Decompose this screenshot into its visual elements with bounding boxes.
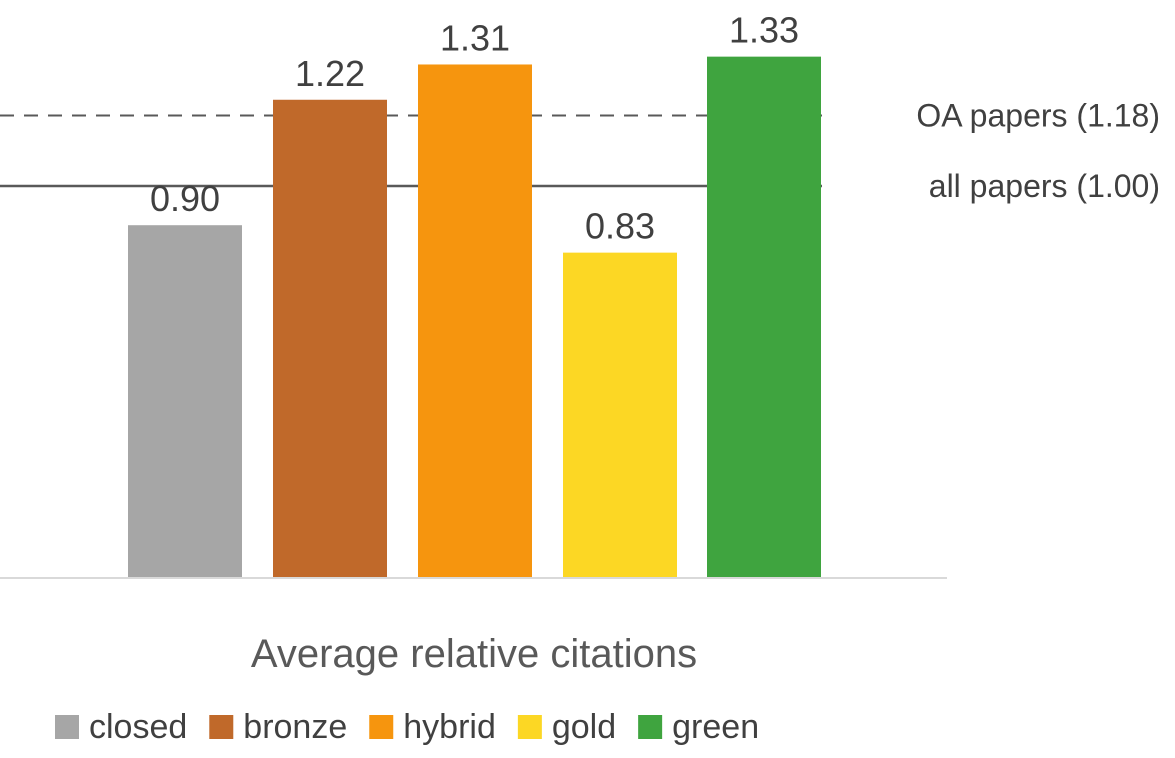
reference-label-all-papers: all papers (1.00) (929, 168, 1160, 204)
legend-swatch-hybrid (369, 715, 394, 739)
legend-label-green: green (672, 708, 759, 746)
bar-hybrid (418, 64, 532, 579)
legend: closed bronze hybrid gold green (55, 708, 759, 746)
legend-swatch-green (638, 715, 663, 739)
reference-lines: OA papers (1.18) all papers (1.00) (0, 97, 1160, 204)
bar-closed (128, 225, 242, 578)
bar-bronze (273, 99, 387, 578)
value-label-green: 1.33 (729, 10, 799, 51)
legend-label-hybrid: hybrid (403, 708, 496, 746)
legend-swatch-gold (517, 715, 542, 739)
legend-swatch-closed (55, 715, 79, 739)
value-label-hybrid: 1.31 (440, 17, 510, 58)
legend-label-gold: gold (552, 708, 616, 746)
bar-green (707, 56, 821, 578)
value-label-closed: 0.90 (150, 178, 220, 219)
value-label-bronze: 1.22 (295, 53, 365, 94)
bar-gold (563, 252, 677, 578)
legend-swatch-bronze (209, 715, 234, 739)
value-label-gold: 0.83 (585, 206, 655, 247)
x-axis-label: Average relative citations (251, 632, 697, 676)
bars-group: 0.90 1.22 1.31 0.83 1.33 (128, 10, 821, 579)
reference-label-oa-papers: OA papers (1.18) (916, 97, 1160, 133)
legend-label-closed: closed (89, 708, 187, 746)
legend-label-bronze: bronze (243, 708, 347, 746)
